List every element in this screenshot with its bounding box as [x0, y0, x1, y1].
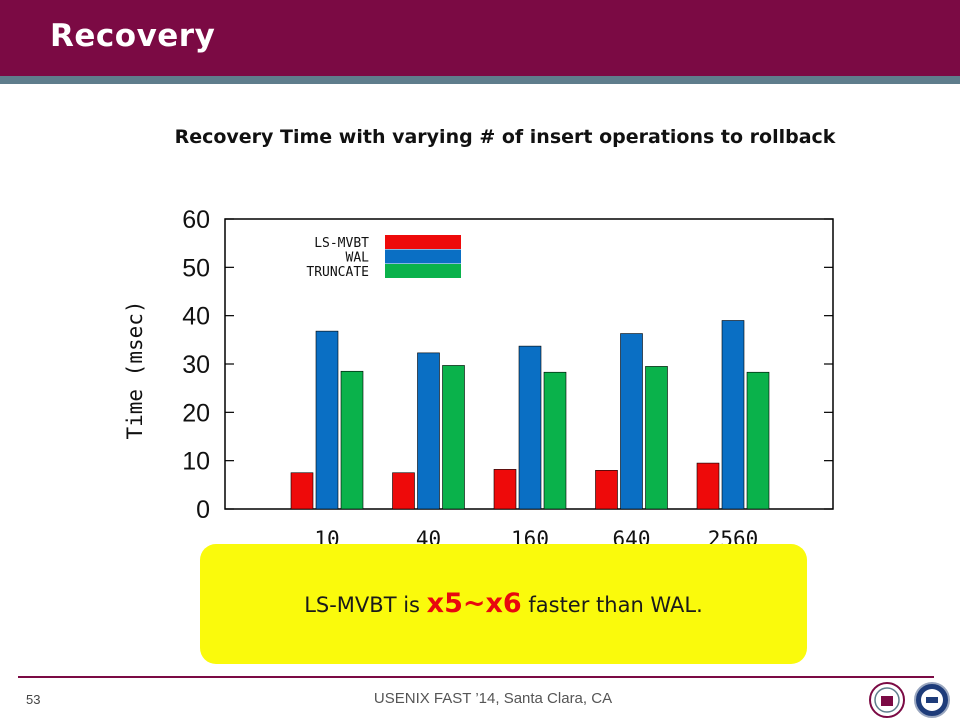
- y-axis-label: Time (msec): [123, 300, 147, 439]
- bar-truncate-40: [442, 365, 465, 510]
- y-tick-label: 20: [182, 399, 210, 427]
- title-bar: [0, 0, 960, 76]
- bar-truncate-2560: [746, 371, 770, 510]
- chart-heading: Recovery Time with varying # of insert o…: [174, 126, 836, 148]
- bar-wal-40: [417, 352, 440, 510]
- bar-wal-640: [620, 333, 643, 510]
- legend-label: TRUNCATE: [306, 265, 369, 280]
- y-tick-label: 40: [182, 303, 210, 331]
- bar-wal-160: [518, 345, 542, 510]
- bar-ls-mvbt-640: [595, 470, 618, 510]
- bar-truncate-160: [543, 371, 567, 510]
- bar-ls-mvbt-160: [493, 469, 517, 510]
- legend-label: WAL: [346, 251, 370, 266]
- bar-wal-2560: [721, 320, 745, 510]
- y-tick-label: 30: [182, 351, 210, 379]
- legend-swatch: [385, 249, 461, 264]
- y-tick-label: 10: [182, 448, 210, 476]
- callout-highlight: x5~x6: [426, 588, 522, 619]
- bar-truncate-10: [340, 370, 364, 510]
- legend-label: LS-MVBT: [314, 236, 369, 251]
- y-tick-label: 0: [196, 496, 210, 524]
- footer-text: USENIX FAST ’14, Santa Clara, CA: [373, 690, 613, 707]
- bar-truncate-640: [645, 366, 668, 510]
- university-seal-logo: [869, 682, 905, 718]
- callout-box: LS-MVBT is x5~x6 faster than WAL.: [200, 544, 807, 664]
- bar-ls-mvbt-10: [290, 472, 314, 510]
- lab-seal-logo: [914, 682, 950, 718]
- slide-title: Recovery: [50, 18, 216, 54]
- legend-swatch: [385, 235, 461, 249]
- bar-ls-mvbt-40: [392, 472, 415, 510]
- callout-text: LS-MVBT is x5~x6 faster than WAL.: [200, 588, 807, 619]
- bar-wal-10: [315, 330, 339, 510]
- page-number: 53: [26, 692, 41, 707]
- title-underline: [0, 76, 960, 84]
- bar-ls-mvbt-2560: [696, 462, 720, 510]
- y-tick-label: 60: [182, 206, 210, 234]
- footer-divider: [18, 676, 934, 678]
- callout-prefix: LS-MVBT is: [304, 593, 427, 617]
- callout-suffix: faster than WAL.: [521, 593, 703, 617]
- y-tick-label: 50: [182, 254, 210, 282]
- legend-swatch: [385, 264, 461, 278]
